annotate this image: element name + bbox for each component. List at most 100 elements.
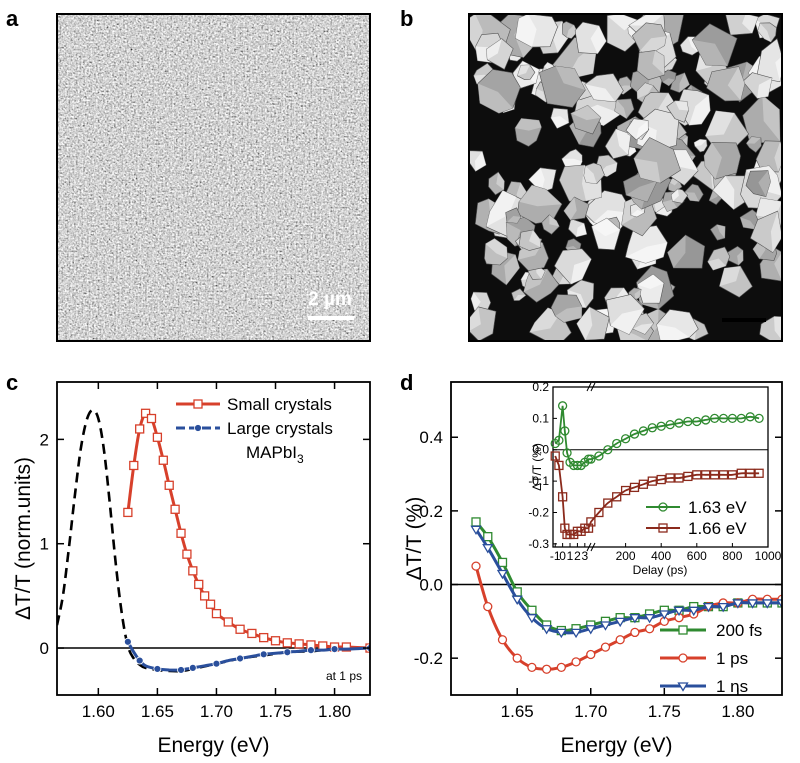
inset-data-point — [612, 492, 622, 502]
legend-label: 1 ns — [716, 677, 748, 696]
data-point — [471, 561, 481, 571]
data-point — [511, 595, 523, 606]
inset-data-point — [620, 434, 631, 444]
crystal — [518, 229, 542, 251]
crystal — [625, 225, 668, 264]
legend-label-large: Large crystals — [227, 419, 333, 438]
crystal — [554, 248, 592, 285]
crystal-facet — [576, 223, 587, 237]
data-point — [247, 628, 257, 639]
data-point — [164, 480, 174, 490]
crystal-facet — [610, 308, 645, 335]
crystal-facet — [712, 175, 735, 210]
inset-x-tick-label: 1 — [567, 549, 574, 563]
inset-legend-label: 1.63 eV — [688, 498, 747, 517]
crystal-facet — [637, 274, 664, 289]
y-axis-label: ΔT/T (norm.units) — [12, 457, 35, 620]
crystal-facet — [689, 95, 711, 126]
crystal-facet — [684, 192, 699, 202]
x-axis-label: Energy (eV) — [157, 734, 269, 757]
data-point — [483, 601, 493, 612]
data-point — [615, 635, 625, 645]
crystal-facet — [640, 36, 667, 56]
x-tick-label: 1.65 — [141, 702, 174, 721]
inset-data-point — [665, 419, 675, 430]
inset-data-point — [562, 448, 572, 458]
crystal-facet — [485, 238, 508, 259]
data-point — [570, 628, 582, 639]
data-point — [586, 649, 596, 660]
crystal — [745, 170, 771, 198]
inset-series-1.63-eV — [550, 401, 764, 471]
crystal — [574, 21, 607, 55]
inset-series-1.66-eV — [550, 451, 764, 540]
crystal — [742, 94, 781, 145]
inset-data-point — [656, 474, 666, 485]
crystal-facet — [506, 216, 521, 224]
crystal-facet — [504, 254, 520, 285]
inset-chart: -0.3 -0.2 -0.1 0.0 0.1 0.2 -10 1 2 3 200 400 600 800 1… — [528, 380, 781, 577]
series-small-crystals — [123, 408, 370, 653]
crystal-facet — [719, 266, 741, 287]
crystal — [636, 50, 665, 81]
series-line — [474, 565, 782, 671]
x-axis-label: Energy (eV) — [560, 734, 672, 757]
inset-data-point — [603, 445, 613, 455]
crystal — [576, 306, 610, 341]
crystal-facet — [614, 99, 627, 119]
crystal — [745, 136, 762, 153]
data-point — [158, 455, 168, 465]
crystal-facet — [632, 323, 654, 335]
data-point — [776, 599, 782, 609]
crystal-facet — [517, 64, 530, 76]
legend-label-mapbi3-sub: 3 — [297, 452, 304, 466]
crystal — [666, 100, 689, 123]
y-tick-label: 0.0 — [419, 576, 443, 595]
crystal-facet — [742, 14, 759, 34]
data-point — [658, 610, 670, 620]
crystal-facet — [628, 14, 664, 26]
data-point — [235, 624, 245, 634]
crystal-facet — [515, 14, 537, 48]
inset-data-point — [754, 468, 764, 478]
inset-data-point — [583, 523, 594, 533]
crystal-facet — [727, 66, 745, 101]
crystal-facet — [716, 224, 726, 239]
inset-data-point — [683, 416, 693, 427]
plot-area — [470, 517, 782, 674]
data-point — [259, 650, 268, 659]
data-point — [497, 635, 508, 645]
data-point — [177, 666, 185, 674]
legend-marker-large — [194, 424, 202, 432]
data-point — [282, 638, 292, 648]
crystal-facet — [535, 88, 546, 103]
crystal — [550, 107, 570, 129]
crystal — [477, 69, 521, 114]
x-tick-label: 1.60 — [82, 702, 115, 721]
inset-x-tick-label: 3 — [581, 549, 588, 563]
legend-marker — [678, 653, 688, 663]
inset-data-point — [557, 492, 568, 502]
inset-data-point — [638, 426, 649, 436]
crystal-facet — [762, 94, 781, 142]
inset-data-point — [557, 401, 568, 411]
crystal-facet — [633, 158, 661, 183]
crystal-facet — [528, 167, 545, 193]
data-point — [294, 639, 304, 649]
series-large-crystals — [123, 637, 370, 674]
x-tick-label: 1.75 — [648, 702, 681, 721]
crystal — [627, 287, 642, 301]
data-point — [571, 657, 581, 667]
series-1-ns — [470, 525, 782, 639]
inset-data-point — [745, 412, 755, 422]
crystal-facet — [549, 214, 560, 227]
crystal-facet — [590, 25, 607, 54]
legend-marker — [677, 682, 689, 692]
crystal-facet — [634, 289, 642, 300]
crystal — [550, 294, 583, 323]
chart-d: 1.65 1.70 1.75 1.80 -0.2 0.0 0.2 0.4 Energy (eV)… — [403, 380, 783, 757]
inset-x-tick-label: 800 — [722, 549, 742, 563]
crystal-facet — [707, 258, 726, 271]
annotation-at-1ps: at 1 ps — [326, 669, 362, 683]
crystal-facet — [496, 172, 505, 190]
